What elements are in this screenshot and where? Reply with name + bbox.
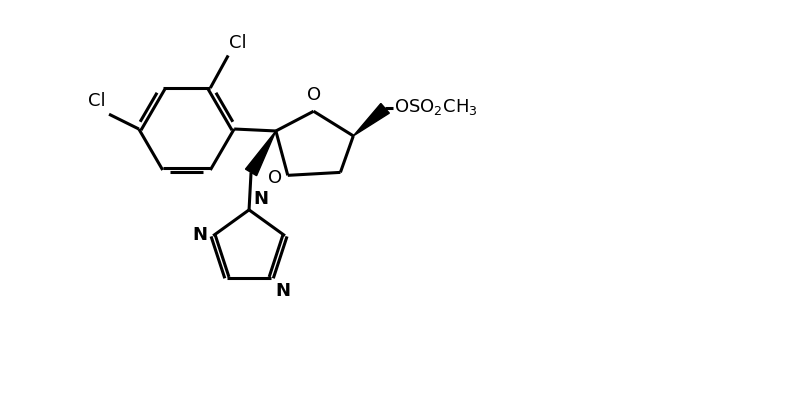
Polygon shape — [246, 131, 276, 176]
Text: N: N — [275, 282, 290, 300]
Text: Cl: Cl — [89, 92, 106, 110]
Text: N: N — [253, 190, 268, 208]
Polygon shape — [354, 104, 390, 136]
Text: OSO$_2$CH$_3$: OSO$_2$CH$_3$ — [394, 97, 478, 117]
Text: N: N — [192, 226, 207, 244]
Text: O: O — [268, 169, 282, 187]
Text: O: O — [306, 86, 321, 104]
Text: Cl: Cl — [229, 34, 247, 52]
